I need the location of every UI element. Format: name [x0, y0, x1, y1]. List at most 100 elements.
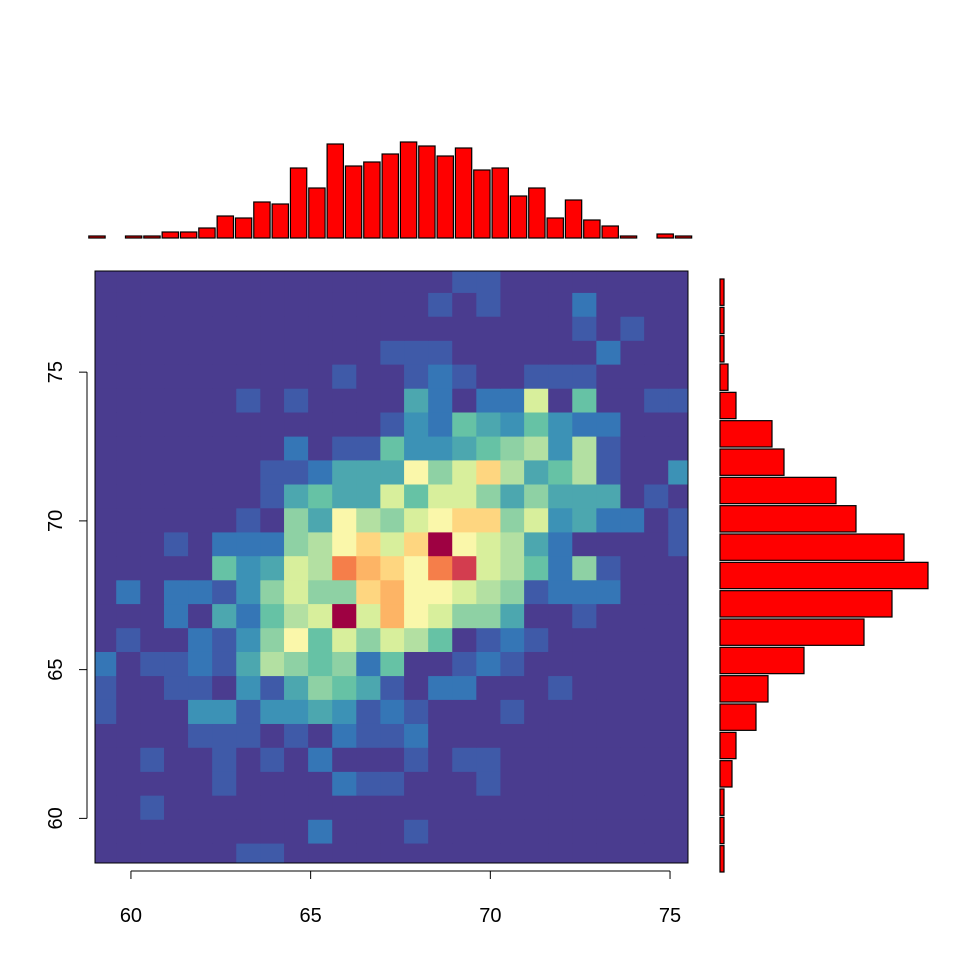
- heat-cell: [548, 555, 573, 581]
- heat-cell: [284, 771, 309, 796]
- heat-cell: [596, 723, 621, 748]
- heat-cell: [596, 364, 621, 389]
- heat-cell: [284, 555, 309, 581]
- heat-cell: [404, 412, 429, 437]
- heat-cell: [572, 412, 597, 437]
- heat-cell: [380, 771, 405, 796]
- heat-cell: [548, 819, 573, 844]
- heat-cell: [620, 531, 645, 557]
- heat-cell: [500, 651, 525, 677]
- hist-bar: [674, 235, 693, 239]
- heat-cell: [212, 292, 237, 317]
- heat-cell: [164, 843, 189, 863]
- heat-cell: [95, 412, 117, 437]
- hist-bar: [564, 199, 583, 239]
- heat-cell: [428, 436, 453, 461]
- heat-cell: [188, 292, 213, 317]
- heat-cell: [548, 699, 573, 724]
- heat-cell: [356, 340, 381, 365]
- heat-cell: [260, 819, 285, 844]
- heat-cell: [164, 436, 189, 461]
- hist-bar: [88, 235, 106, 239]
- heat-cell: [212, 316, 237, 341]
- heat-cell: [596, 531, 621, 557]
- heat-cell: [668, 459, 688, 485]
- heat-cell: [140, 436, 165, 461]
- heat-cell: [164, 675, 189, 700]
- heat-cell: [572, 819, 597, 844]
- heat-cell: [476, 627, 501, 652]
- heat-cell: [236, 627, 261, 652]
- heat-cell: [524, 819, 549, 844]
- heat-cell: [260, 627, 285, 652]
- heat-cell: [524, 603, 549, 629]
- heat-cell: [620, 603, 645, 629]
- heat-cell: [116, 675, 141, 700]
- heat-cell: [452, 843, 477, 863]
- heat-cell: [452, 771, 477, 796]
- heat-cell: [452, 675, 477, 700]
- heat-cell: [260, 771, 285, 796]
- heat-cell: [404, 555, 429, 581]
- heat-cell: [188, 579, 213, 605]
- heat-cell: [596, 795, 621, 820]
- heat-cell: [428, 388, 453, 413]
- heat-cell: [260, 531, 285, 557]
- heat-cell: [524, 271, 549, 293]
- heat-cell: [140, 364, 165, 389]
- heat-cell: [380, 316, 405, 341]
- hist-bar: [436, 155, 454, 239]
- heat-cell: [95, 747, 117, 772]
- heat-cell: [332, 771, 357, 796]
- heat-cell: [404, 675, 429, 700]
- heat-cell: [212, 699, 237, 724]
- heat-cell: [380, 723, 405, 748]
- heat-cell: [596, 771, 621, 796]
- heat-cell: [164, 723, 189, 748]
- heat-cell: [644, 507, 669, 533]
- heat-cell: [308, 364, 333, 389]
- heat-cell: [95, 627, 117, 652]
- heat-cell: [500, 292, 525, 317]
- heat-cell: [356, 364, 381, 389]
- heat-cell: [404, 316, 429, 341]
- heat-cell: [308, 603, 333, 629]
- heat-cell: [116, 651, 141, 677]
- heat-cell: [452, 747, 477, 772]
- heat-cell: [260, 459, 285, 485]
- heat-cell: [452, 388, 477, 413]
- heat-cell: [404, 651, 429, 677]
- heat-cell: [380, 675, 405, 700]
- heat-cell: [116, 484, 141, 509]
- heat-cell: [284, 723, 309, 748]
- heat-cell: [524, 459, 549, 485]
- heat-cell: [260, 603, 285, 629]
- heat-cell: [380, 292, 405, 317]
- heat-cell: [95, 364, 117, 389]
- heat-cell: [572, 723, 597, 748]
- plot-frame: [94, 270, 689, 864]
- hist-bar: [719, 845, 725, 873]
- heat-cell: [620, 651, 645, 677]
- heat-cell: [332, 364, 357, 389]
- heat-cell: [428, 747, 453, 772]
- heat-cell: [644, 412, 669, 437]
- heat-cell: [596, 388, 621, 413]
- heat-cell: [620, 795, 645, 820]
- y-tick-label: 75: [45, 361, 67, 383]
- heat-cell: [284, 579, 309, 605]
- heat-cell: [188, 723, 213, 748]
- heat-cell: [620, 675, 645, 700]
- heat-cell: [644, 555, 669, 581]
- heat-cell: [476, 555, 501, 581]
- heat-cell: [164, 484, 189, 509]
- heat-cell: [356, 507, 381, 533]
- heat-cell: [188, 436, 213, 461]
- heat-cell: [332, 412, 357, 437]
- heat-cell: [308, 484, 333, 509]
- heat-cell: [308, 723, 333, 748]
- heat-cell: [236, 771, 261, 796]
- heat-cell: [140, 388, 165, 413]
- heat-cell: [164, 364, 189, 389]
- heat-cell: [524, 627, 549, 652]
